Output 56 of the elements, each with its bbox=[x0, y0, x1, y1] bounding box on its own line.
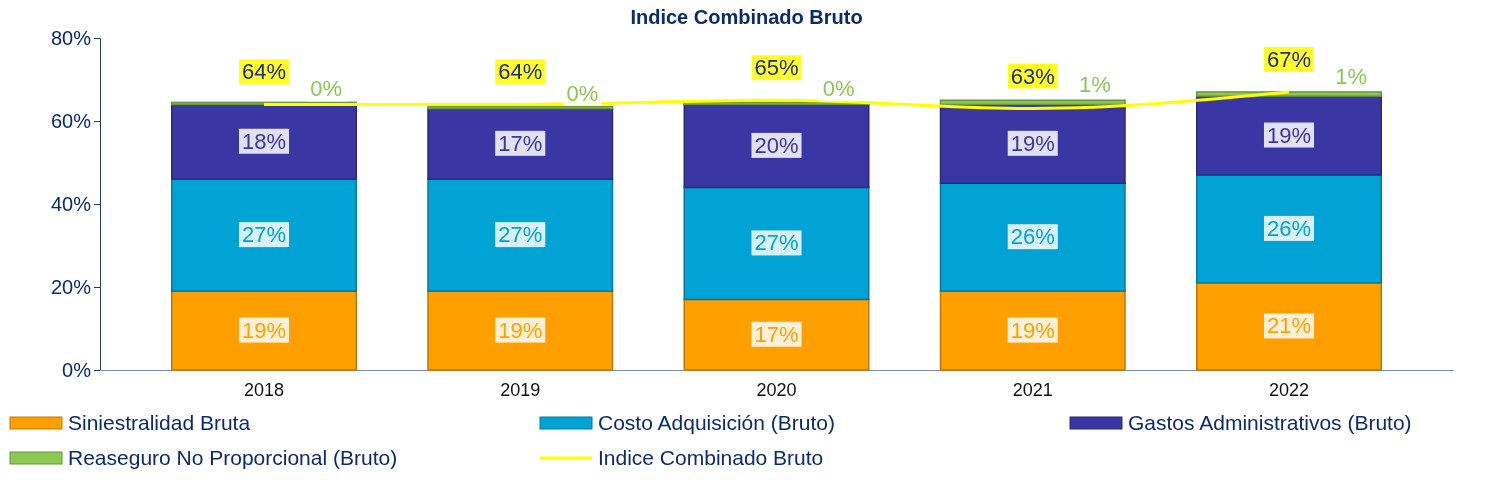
data-label: 1% bbox=[1335, 63, 1368, 89]
bar bbox=[1196, 95, 1382, 176]
bar bbox=[1196, 174, 1382, 284]
x-tick-label: 2020 bbox=[756, 380, 797, 401]
bar bbox=[427, 107, 614, 180]
data-label: 0% bbox=[566, 80, 599, 106]
bar bbox=[1196, 282, 1382, 371]
data-label: 65% bbox=[754, 55, 799, 81]
data-label: 67% bbox=[1266, 46, 1312, 72]
data-label: 19% bbox=[1010, 317, 1055, 343]
bar bbox=[939, 182, 1126, 292]
y-tick-label: 20% bbox=[50, 275, 92, 298]
data-label: 19% bbox=[1010, 130, 1055, 156]
legend-label: Siniestralidad Bruta bbox=[68, 411, 251, 434]
chart-title: Indice Combinado Bruto bbox=[630, 6, 863, 28]
data-label: 17% bbox=[754, 321, 799, 347]
data-label: 26% bbox=[1266, 215, 1312, 241]
data-label: 27% bbox=[241, 222, 287, 248]
data-label: 63% bbox=[1010, 63, 1055, 89]
data-label: 1% bbox=[1079, 72, 1111, 98]
bar bbox=[939, 290, 1126, 371]
data-label: 27% bbox=[498, 222, 543, 248]
x-tick-label: 2018 bbox=[243, 380, 285, 401]
legend-label: Indice Combinado Bruto bbox=[598, 446, 824, 469]
data-label: 64% bbox=[241, 59, 287, 85]
data-label: 26% bbox=[1010, 224, 1055, 250]
x-tick-label: 2019 bbox=[500, 380, 541, 401]
legend-label: Reaseguro No Proporcional (Bruto) bbox=[68, 446, 398, 469]
legend-label: Gastos Administrativos (Bruto) bbox=[1128, 411, 1412, 434]
data-label: 64% bbox=[498, 59, 543, 85]
legend-label: Costo Adquisición (Bruto) bbox=[598, 411, 835, 434]
y-tick-label: 0% bbox=[62, 358, 92, 381]
data-label: 19% bbox=[1266, 122, 1312, 148]
bar bbox=[683, 186, 870, 301]
y-tick-label: 40% bbox=[50, 192, 92, 215]
y-tick-label: 80% bbox=[50, 26, 92, 49]
data-label: 17% bbox=[498, 130, 543, 156]
bar bbox=[171, 290, 357, 371]
data-label: 20% bbox=[754, 132, 799, 158]
bar bbox=[939, 103, 1126, 184]
data-label: 0% bbox=[310, 76, 343, 102]
data-label: 27% bbox=[754, 230, 799, 256]
y-tick-label: 60% bbox=[50, 109, 92, 132]
data-label: 18% bbox=[241, 128, 287, 154]
data-label: 21% bbox=[1266, 313, 1312, 339]
data-label: 19% bbox=[241, 317, 287, 343]
data-label: 19% bbox=[498, 317, 543, 343]
x-tick-label: 2021 bbox=[1012, 380, 1053, 401]
bar bbox=[683, 103, 870, 189]
bar bbox=[683, 298, 870, 371]
data-label: 0% bbox=[822, 76, 855, 102]
bar bbox=[427, 290, 614, 371]
x-tick-label: 2022 bbox=[1268, 380, 1310, 401]
bar bbox=[427, 178, 614, 292]
bar bbox=[171, 103, 357, 180]
bar bbox=[171, 178, 357, 292]
